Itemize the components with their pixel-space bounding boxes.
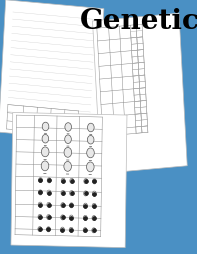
Circle shape bbox=[41, 161, 49, 171]
Circle shape bbox=[65, 135, 71, 144]
Circle shape bbox=[92, 191, 96, 196]
Circle shape bbox=[92, 203, 96, 209]
Circle shape bbox=[69, 227, 73, 232]
Circle shape bbox=[92, 216, 96, 221]
Circle shape bbox=[47, 202, 51, 208]
Circle shape bbox=[65, 123, 72, 132]
Circle shape bbox=[83, 228, 87, 233]
Circle shape bbox=[61, 190, 65, 196]
Circle shape bbox=[84, 179, 88, 184]
Circle shape bbox=[84, 203, 87, 208]
Circle shape bbox=[38, 178, 42, 183]
Circle shape bbox=[87, 148, 94, 158]
Circle shape bbox=[64, 162, 72, 172]
Circle shape bbox=[41, 147, 49, 157]
Circle shape bbox=[47, 190, 51, 195]
Polygon shape bbox=[11, 113, 127, 248]
Circle shape bbox=[38, 190, 42, 195]
Circle shape bbox=[47, 215, 51, 220]
Circle shape bbox=[61, 215, 65, 220]
Polygon shape bbox=[93, 14, 187, 174]
Circle shape bbox=[47, 178, 51, 183]
Circle shape bbox=[61, 203, 65, 208]
Text: Genetics: Genetics bbox=[80, 8, 197, 35]
Circle shape bbox=[70, 179, 74, 184]
Circle shape bbox=[46, 227, 50, 232]
Circle shape bbox=[69, 215, 73, 220]
Circle shape bbox=[42, 123, 49, 131]
Circle shape bbox=[83, 215, 87, 220]
Circle shape bbox=[70, 191, 74, 196]
Polygon shape bbox=[0, 1, 104, 141]
Circle shape bbox=[64, 148, 72, 158]
Circle shape bbox=[61, 178, 65, 183]
Circle shape bbox=[86, 162, 94, 172]
Circle shape bbox=[84, 191, 88, 196]
Circle shape bbox=[92, 228, 96, 233]
Circle shape bbox=[38, 227, 42, 232]
Circle shape bbox=[92, 179, 96, 184]
Circle shape bbox=[70, 203, 73, 208]
Circle shape bbox=[60, 227, 64, 232]
Circle shape bbox=[87, 124, 94, 132]
Circle shape bbox=[38, 202, 42, 207]
Circle shape bbox=[42, 135, 49, 144]
Circle shape bbox=[38, 214, 42, 219]
Circle shape bbox=[87, 136, 94, 145]
